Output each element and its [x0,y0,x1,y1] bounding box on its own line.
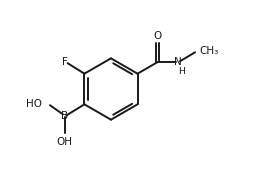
Text: B: B [61,111,68,121]
Text: HO: HO [26,99,42,109]
Text: N: N [175,57,182,67]
Text: H: H [178,67,185,76]
Text: O: O [153,31,161,41]
Text: CH₃: CH₃ [200,46,219,56]
Text: F: F [62,57,68,67]
Text: OH: OH [57,137,73,147]
